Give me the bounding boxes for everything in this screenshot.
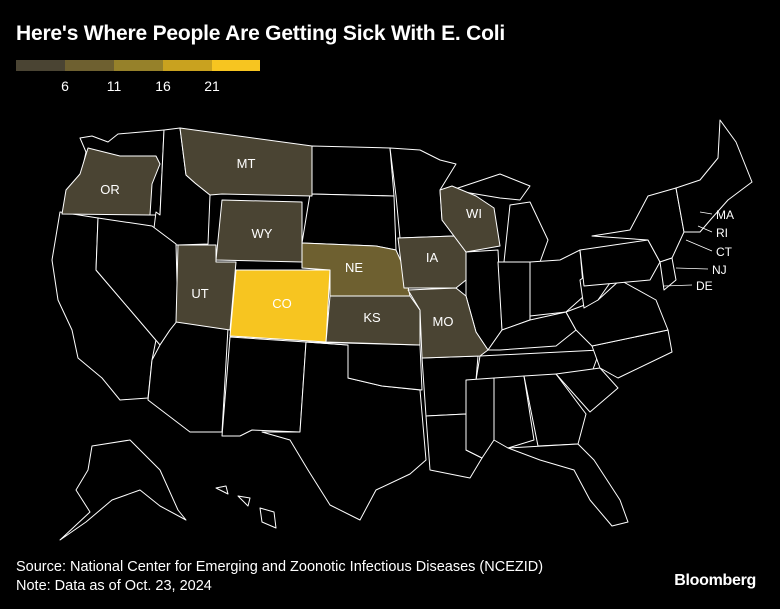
label-nj: NJ: [712, 263, 727, 277]
label-ct: CT: [716, 245, 733, 259]
callout-line-ma: [699, 211, 713, 215]
legend-swatch-5: [212, 60, 260, 71]
state-hawaii[interactable]: [215, 485, 277, 529]
state-new-mexico[interactable]: [221, 336, 307, 437]
legend-swatch-1: [16, 60, 65, 71]
color-legend: 6 11 16 21: [16, 60, 260, 100]
label-ma: MA: [716, 208, 734, 222]
label-ri: RI: [716, 226, 728, 240]
legend-swatch-3: [114, 60, 163, 71]
label-ut: UT: [191, 286, 208, 301]
footer-notes: Source: National Center for Emerging and…: [16, 558, 543, 596]
state-michigan[interactable]: [451, 173, 549, 263]
map-title: Here's Where People Are Getting Sick Wit…: [16, 22, 506, 45]
callout-line-nj: [675, 267, 709, 270]
legend-tick-11: 11: [106, 78, 122, 94]
data-note: Note: Data as of Oct. 23, 2024: [16, 578, 212, 594]
callout-line-ct: [685, 239, 713, 252]
state-alabama[interactable]: [493, 375, 535, 449]
label-or: OR: [100, 182, 120, 197]
state-utah[interactable]: [175, 244, 237, 331]
source-note: Source: National Center for Emerging and…: [16, 559, 544, 575]
state-wisconsin[interactable]: [439, 185, 501, 253]
state-north-dakota[interactable]: [311, 145, 395, 197]
callout-line-ri: [697, 225, 713, 233]
state-new-jersey[interactable]: [659, 257, 677, 291]
state-indiana[interactable]: [497, 261, 531, 331]
state-alaska[interactable]: [59, 439, 187, 541]
state-new-england[interactable]: [675, 119, 753, 233]
label-de: DE: [696, 279, 713, 293]
legend-tick-21: 21: [204, 78, 220, 94]
state-pennsylvania[interactable]: [579, 239, 661, 287]
bloomberg-logo: Bloomberg: [674, 572, 756, 589]
label-mo: MO: [433, 314, 454, 329]
state-virginia[interactable]: [565, 279, 669, 347]
label-mt: MT: [237, 156, 256, 171]
state-florida[interactable]: [507, 443, 629, 527]
callout-line-de: [663, 284, 693, 287]
legend-tick-6: 6: [61, 78, 69, 94]
state-montana[interactable]: [179, 127, 313, 197]
legend-swatch-2: [65, 60, 114, 71]
state-arizona[interactable]: [147, 319, 229, 433]
state-south-carolina[interactable]: [555, 367, 619, 413]
state-oregon[interactable]: [61, 147, 161, 216]
label-ks: KS: [363, 310, 381, 325]
label-co: CO: [272, 296, 292, 311]
state-south-dakota[interactable]: [301, 193, 397, 251]
label-wi: WI: [466, 206, 482, 221]
state-missouri[interactable]: [407, 287, 489, 359]
label-ia: IA: [426, 250, 439, 265]
state-kansas[interactable]: [325, 295, 421, 346]
label-wy: WY: [252, 226, 273, 241]
state-georgia[interactable]: [523, 373, 587, 447]
state-mississippi[interactable]: [465, 377, 495, 459]
label-ne: NE: [345, 260, 363, 275]
legend-swatch-4: [163, 60, 212, 71]
legend-tick-16: 16: [155, 78, 171, 94]
